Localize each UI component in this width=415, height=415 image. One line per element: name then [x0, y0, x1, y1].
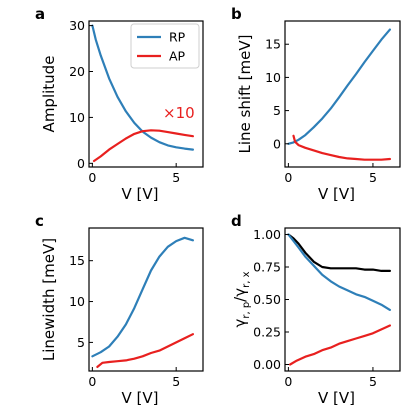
- panel-c-ytick-label: 5: [77, 335, 85, 350]
- panel-b-ytick-label: 15: [265, 37, 281, 52]
- panel-a-xtick-label: 0: [88, 170, 96, 185]
- panel-d-xtick-label: 0: [284, 374, 292, 389]
- panel-d-letter: d: [231, 212, 242, 230]
- panel-c-ylabel: Linewidth [meV]: [40, 238, 58, 361]
- panel-c-xtick-label: 5: [172, 374, 180, 389]
- panel-a-series-1-line: [92, 129, 194, 163]
- panel-c-series-1-line: [96, 333, 194, 368]
- panel-a-letter: a: [35, 5, 45, 23]
- panel-a: 0 5 0 10 20 30 V [V] Amplitude a RP AP ×10: [35, 5, 204, 203]
- ylabel-sub-rp: r, p: [241, 302, 252, 319]
- ylabel-gamma: γ: [231, 319, 249, 328]
- panel-a-xlabel: V [V]: [122, 185, 159, 203]
- panel-c-series-0-line: [91, 236, 194, 358]
- panel-b-ytick-label: 10: [265, 70, 281, 85]
- panel-d-series-1-line: [287, 233, 391, 311]
- panel-a-ytick-label: 10: [69, 110, 85, 125]
- panel-b-letter: b: [231, 5, 242, 23]
- panel-d-ytick-label: 0.25: [253, 325, 281, 340]
- panel-a-ytick-label: 30: [69, 18, 85, 33]
- panel-a-series-0-line: [91, 24, 194, 151]
- panel-d-ytick-label: 0.00: [253, 357, 281, 372]
- panel-a-axes-frame: [88, 20, 204, 168]
- panel-a-legend: RP AP: [130, 23, 200, 69]
- panel-d-xlabel: V [V]: [318, 389, 355, 407]
- panel-d-ytick-label: 0.75: [253, 260, 281, 275]
- panel-c-letter: c: [35, 212, 44, 230]
- legend-box: [130, 23, 200, 69]
- panel-d-ylabel: γr, p/γr, x: [231, 271, 252, 327]
- panel-a-ytick-label: 20: [69, 64, 85, 79]
- panel-c-axes-frame: [88, 227, 204, 372]
- panel-b-xlabel: V [V]: [318, 185, 355, 203]
- ylabel-sub-rx: r, x: [241, 271, 252, 287]
- panel-d-series-2-line: [289, 324, 391, 366]
- panel-c-xlabel: V [V]: [122, 389, 159, 407]
- legend-label-ap: AP: [169, 49, 186, 64]
- panel-a-ytick-label: 0: [77, 156, 85, 171]
- panel-d-ytick-label: 0.50: [253, 292, 281, 307]
- panel-b: 0 5 0 5 10 15 V [V] Line shift [meV] b: [231, 5, 401, 203]
- panel-d: 0 50.000.250.500.751.00V [V]γr, p/γr, xd: [231, 212, 401, 407]
- legend-label-rp: RP: [169, 30, 186, 45]
- panel-c-ytick-label: 10: [69, 294, 85, 309]
- panel-b-axes-frame: [284, 20, 401, 168]
- panel-c-ytick-label: 15: [69, 253, 85, 268]
- panel-c: 0 5 5 10 15 V [V] Linewidth [meV] c: [35, 212, 204, 407]
- ylabel-slash: /: [231, 296, 249, 302]
- panel-d-xtick-label: 5: [369, 374, 377, 389]
- panel-b-xtick-label: 5: [369, 170, 377, 185]
- panel-c-xtick-label: 0: [88, 374, 96, 389]
- panel-b-series-1-line: [292, 134, 391, 161]
- panel-a-annotation: ×10: [163, 104, 195, 122]
- panel-b-ytick-label: 5: [273, 103, 281, 118]
- panel-b-series-0-line: [287, 28, 391, 145]
- ylabel-gamma-2: γ: [231, 288, 249, 297]
- panel-a-xtick-label: 5: [172, 170, 180, 185]
- panel-d-series-0-line: [287, 233, 391, 272]
- panel-d-ytick-label: 1.00: [253, 227, 281, 242]
- panel-a-ylabel: Amplitude: [40, 56, 58, 133]
- panel-b-ytick-label: 0: [273, 136, 281, 151]
- panel-b-xtick-label: 0: [284, 170, 292, 185]
- panel-b-ylabel: Line shift [meV]: [236, 35, 254, 154]
